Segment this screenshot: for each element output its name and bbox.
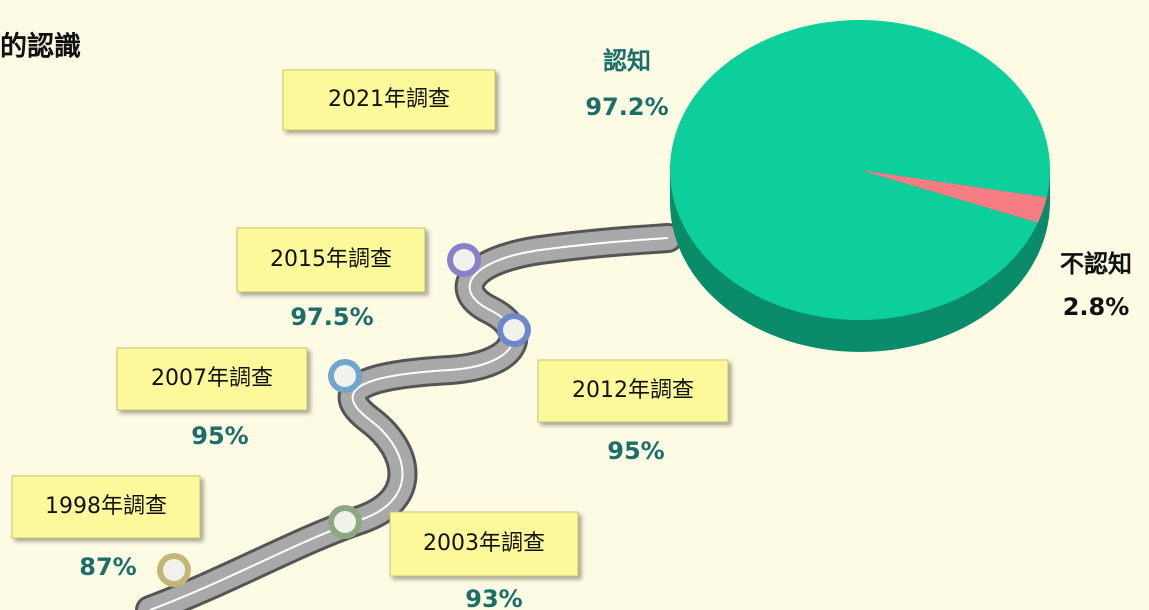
survey-value: 97.5% <box>290 303 373 331</box>
box-label: 1998年調查 <box>45 494 167 519</box>
pie-slice <box>670 20 1050 320</box>
survey-value: 95% <box>607 437 664 465</box>
slice-value: 2.8% <box>1063 293 1130 321</box>
box-label: 2003年調查 <box>423 531 545 556</box>
slide: 的認識 2021年調查 2015年調查 97.5% 2007年調查 95% 2012年調查… <box>0 0 1149 610</box>
survey-value: 93% <box>465 585 522 610</box>
box-label: 2015年調查 <box>270 247 392 272</box>
box-label: 2007年調查 <box>151 366 273 391</box>
slice-value: 97.2% <box>585 93 668 121</box>
title: 的認識 <box>0 31 81 63</box>
slice-label: 認知 <box>603 47 651 75</box>
box-label: 2021年調查 <box>328 87 450 112</box>
pie-chart: 認知 97.2% 不認知 2.8% <box>585 20 1132 352</box>
survey-value: 87% <box>79 553 136 581</box>
survey-value: 95% <box>191 422 248 450</box>
box-label: 2012年調查 <box>572 378 694 403</box>
slice-label: 不認知 <box>1060 250 1132 278</box>
